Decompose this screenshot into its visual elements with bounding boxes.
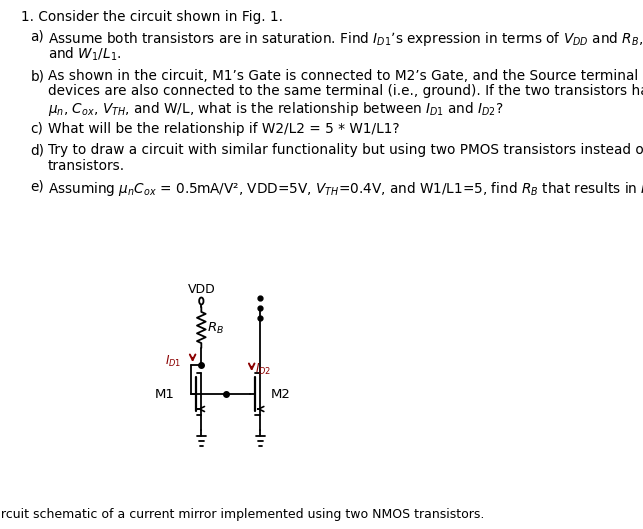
Text: $R_B$: $R_B$ [207,321,224,335]
Text: Fig.1. Circuit schematic of a current mirror implemented using two NMOS transist: Fig.1. Circuit schematic of a current mi… [0,508,484,521]
Text: $I_{D1}$: $I_{D1}$ [165,354,181,369]
Text: and $W_1/L_1$.: and $W_1/L_1$. [48,45,121,63]
Text: transistors.: transistors. [48,159,125,172]
Text: Assuming $\mu_n C_{ox}$ = 0.5mA/V², VDD=5V, $V_{TH}$=0.4V, and W1/L1=5, find $R_: Assuming $\mu_n C_{ox}$ = 0.5mA/V², VDD=… [48,180,643,198]
Text: a): a) [30,30,44,44]
Text: What will be the relationship if W2/L2 = 5 * W1/L1?: What will be the relationship if W2/L2 =… [48,122,399,135]
Text: VDD: VDD [188,283,215,296]
Text: e): e) [30,180,44,194]
Text: M2: M2 [270,388,290,400]
Text: devices are also connected to the same terminal (i.e., ground). If the two trans: devices are also connected to the same t… [48,85,643,98]
Text: b): b) [30,69,44,83]
Text: As shown in the circuit, M1’s Gate is connected to M2’s Gate, and the Source ter: As shown in the circuit, M1’s Gate is co… [48,69,643,83]
Text: d): d) [30,143,44,157]
Text: 1. Consider the circuit shown in Fig. 1.: 1. Consider the circuit shown in Fig. 1. [21,10,283,24]
Text: Assume both transistors are in saturation. Find $I_{D1}$’s expression in terms o: Assume both transistors are in saturatio… [48,30,643,48]
Text: c): c) [30,122,43,135]
Text: $I_{D2}$: $I_{D2}$ [255,362,271,377]
Text: Try to draw a circuit with similar functionality but using two PMOS transistors : Try to draw a circuit with similar funct… [48,143,643,157]
Text: $\mu_n$, $C_{ox}$, $V_{TH}$, and W/L, what is the relationship between $I_{D1}$ : $\mu_n$, $C_{ox}$, $V_{TH}$, and W/L, wh… [48,100,503,118]
Text: M1: M1 [155,388,175,400]
